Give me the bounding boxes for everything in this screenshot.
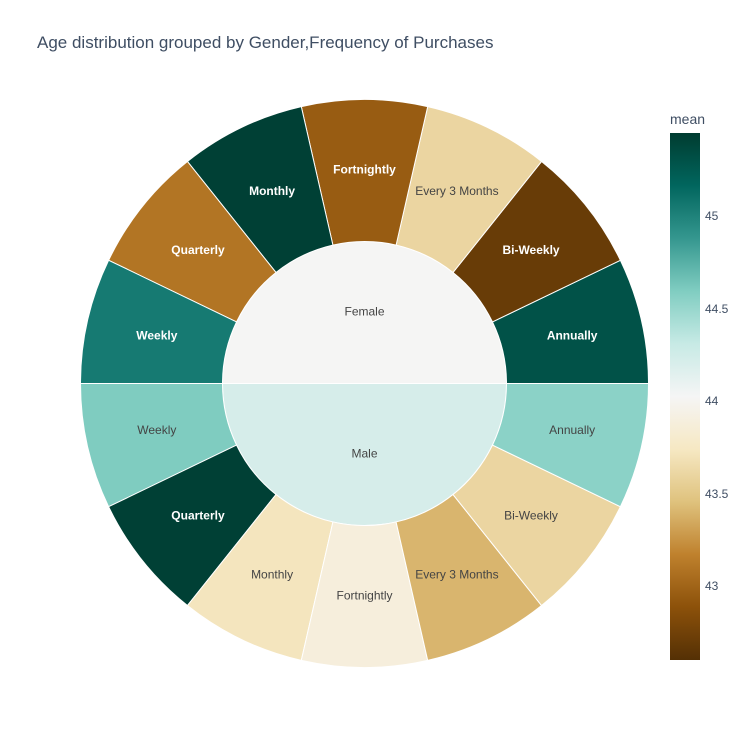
sunburst-segment-male-annually[interactable]: [491, 383, 650, 508]
colorbar-tick-label: 44: [705, 394, 719, 409]
sunburst-segment-female-every-3-months[interactable]: [395, 106, 543, 274]
sunburst-segment-male-weekly[interactable]: [79, 383, 238, 508]
sunburst-segment-female-quarterly[interactable]: [107, 160, 277, 323]
segment-label-female-monthly: Monthly: [249, 184, 295, 198]
segment-label-female-weekly: Weekly: [136, 328, 177, 342]
segment-label-male-quarterly: Quarterly: [171, 508, 225, 522]
colorbar-tick-label: 43.5: [705, 486, 729, 501]
segment-label-female-annually: Annually: [547, 328, 598, 342]
segment-label-female-fortnightly: Fortnightly: [333, 163, 396, 177]
group-label-male: Male: [351, 447, 377, 461]
colorbar-tick-label: 45: [705, 209, 719, 224]
colorbar-title: mean: [670, 111, 706, 127]
sunburst-segment-male-bi-weekly[interactable]: [452, 444, 622, 607]
group-label-female: Female: [344, 305, 384, 319]
sunburst-segment-male-quarterly[interactable]: [107, 444, 277, 607]
segment-label-female-quarterly: Quarterly: [171, 243, 225, 257]
sunburst-segment-male-monthly[interactable]: [186, 493, 334, 661]
sunburst-segment-female-fortnightly[interactable]: [300, 98, 429, 246]
colorbar-tick-label: 44.5: [705, 301, 729, 316]
segment-label-male-annually: Annually: [549, 423, 595, 437]
segment-label-female-every-3-months: Every 3 Months: [415, 184, 498, 198]
segment-label-female-bi-weekly: Bi-Weekly: [502, 243, 559, 257]
sunburst-segment-female-bi-weekly[interactable]: [452, 160, 622, 323]
colorbar-tick-label: 43: [705, 579, 719, 594]
segment-label-male-monthly: Monthly: [251, 568, 293, 582]
sunburst-segment-female-weekly[interactable]: [79, 259, 238, 384]
sunburst-segment-female-annually[interactable]: [491, 259, 650, 384]
colorbar: [670, 133, 700, 660]
segment-label-male-weekly: Weekly: [137, 423, 176, 437]
sunburst-segment-male-fortnightly[interactable]: [300, 521, 429, 669]
sunburst-segment-female-monthly[interactable]: [186, 106, 334, 274]
sunburst-segment-male-every-3-months[interactable]: [395, 493, 543, 661]
segment-label-male-fortnightly: Fortnightly: [336, 589, 392, 603]
segment-label-male-bi-weekly: Bi-Weekly: [504, 508, 558, 522]
segment-label-male-every-3-months: Every 3 Months: [415, 568, 498, 582]
chart-title: Age distribution grouped by Gender,Frequ…: [37, 33, 494, 52]
